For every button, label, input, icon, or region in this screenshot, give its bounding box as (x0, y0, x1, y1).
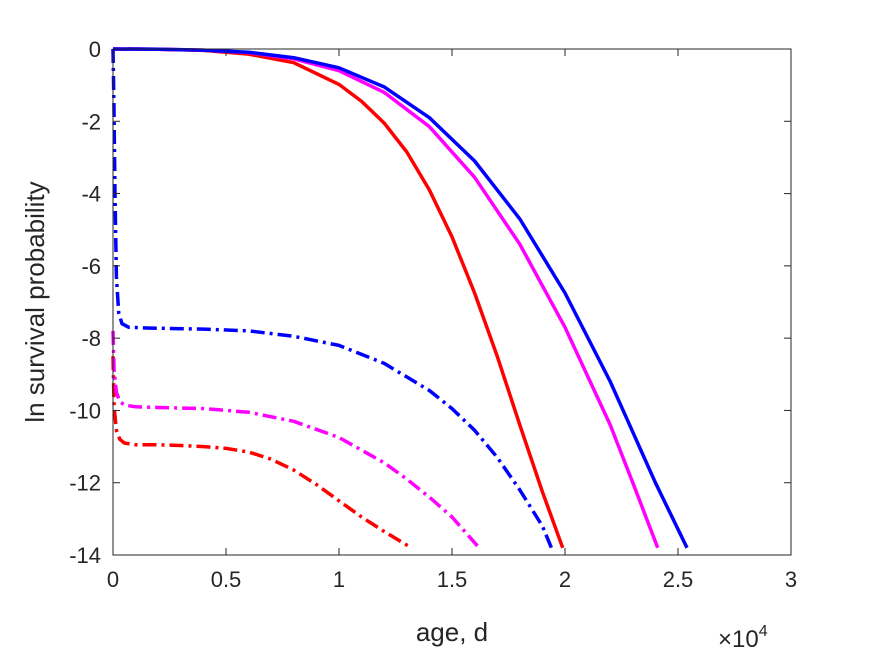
ticks-group (112, 48, 792, 556)
series-group (111, 47, 689, 550)
series-line-6 (111, 48, 554, 549)
y-tick-label: -10 (69, 398, 101, 423)
x-axis-multiplier-exponent: 4 (759, 623, 768, 640)
y-tick-label: 0 (89, 37, 101, 62)
x-tick-label: 0 (107, 567, 119, 592)
y-tick-label: -14 (69, 543, 101, 568)
x-axis-label: age, d (416, 617, 488, 647)
x-tick-label: 2.5 (663, 567, 694, 592)
x-tick-labels: 0 0.5 1 1.5 2 2.5 3 (107, 567, 797, 592)
x-axis-multiplier-base: ×10 (718, 626, 759, 653)
x-tick-label: 1 (333, 567, 345, 592)
y-tick-label: -12 (69, 471, 101, 496)
series-line-5 (111, 330, 481, 549)
y-tick-labels: 0 -2 -4 -6 -8 -10 -12 -14 (69, 37, 101, 568)
x-tick-label: 1.5 (437, 567, 468, 592)
series-line-4 (111, 356, 413, 550)
y-axis-label: ln survival probability (20, 181, 50, 422)
x-tick-label: 3 (785, 567, 797, 592)
series-line-3 (112, 47, 689, 549)
y-tick-label: -2 (81, 109, 101, 134)
x-tick-label: 0.5 (211, 567, 242, 592)
x-axis-multiplier: ×104 (718, 623, 768, 653)
y-tick-label: -8 (81, 326, 101, 351)
x-tick-label: 2 (559, 567, 571, 592)
y-tick-label: -6 (81, 254, 101, 279)
plot-area (113, 49, 791, 555)
y-tick-label: -4 (81, 182, 101, 207)
